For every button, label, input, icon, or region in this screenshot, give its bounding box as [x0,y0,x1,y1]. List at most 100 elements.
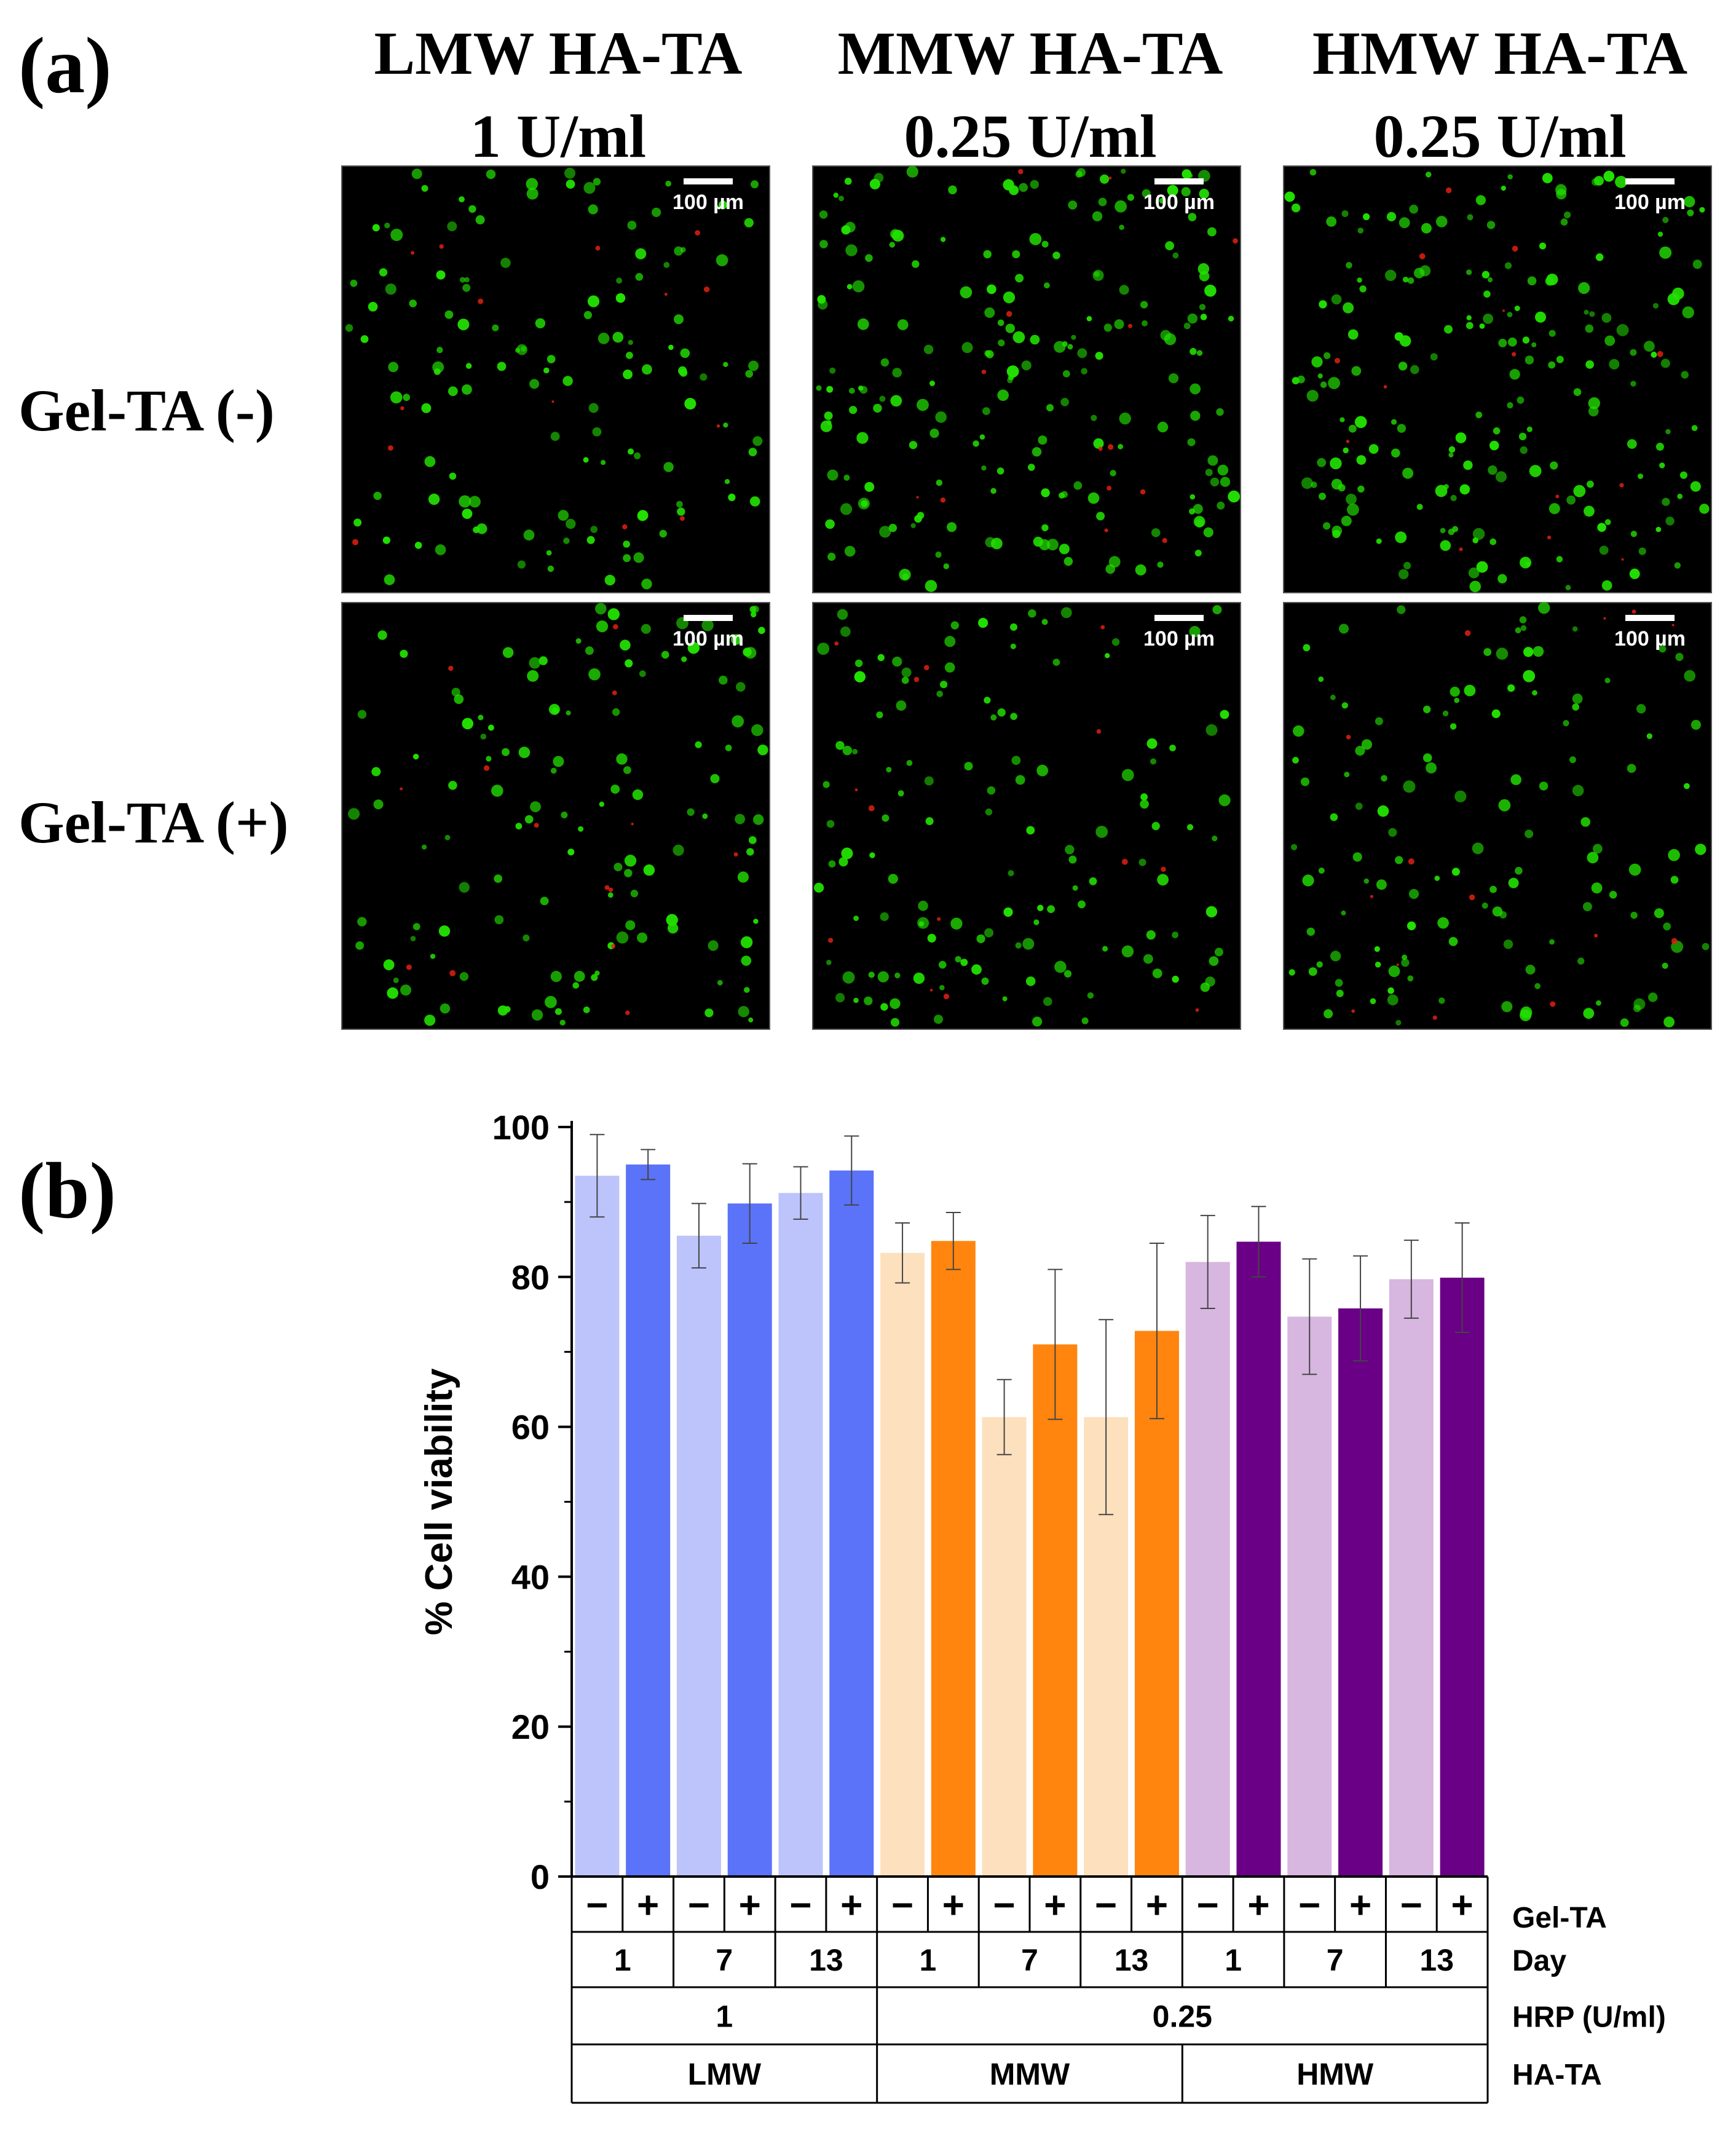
live-cell [373,799,384,810]
column-header-mmw-line2: 0.25 U/ml [904,102,1156,170]
category-label: MMW [990,2057,1070,2092]
category-label: 13 [1419,1943,1454,1977]
error-bar [844,1135,859,1206]
live-cell [823,781,830,788]
live-cell [1652,303,1659,309]
live-cell [486,756,492,762]
live-cell [840,626,851,637]
live-cell [663,462,674,472]
live-cell [1108,556,1121,568]
live-cell [1052,251,1060,259]
live-cell [1592,844,1603,854]
live-cell [1121,168,1126,174]
live-cell [858,386,864,391]
live-cell [1497,574,1507,583]
live-cell [1194,550,1202,556]
live-cell [1583,1008,1595,1019]
live-cell [586,536,595,544]
live-cell [652,207,661,217]
live-cell [1151,528,1161,537]
live-cell [1604,335,1616,346]
live-cell [1152,968,1162,978]
live-cell [387,987,398,999]
live-cell [1482,902,1488,909]
live-cell [1572,785,1584,797]
live-cell [869,852,875,858]
live-cell [1341,702,1348,709]
dead-cell [854,788,858,792]
live-cell [827,552,836,561]
live-cell [886,767,892,773]
live-cell [687,642,700,654]
live-cell [663,262,670,268]
dead-cell [612,690,617,695]
live-cell [616,932,629,944]
live-cell [1205,469,1213,477]
live-cell [1169,745,1176,751]
live-cell [1216,408,1224,416]
error-bar [793,1166,808,1220]
live-cell [596,620,609,633]
live-cell [1189,625,1201,638]
live-cell [1403,780,1416,793]
live-cell [1183,322,1191,330]
live-cell [595,603,607,615]
live-cell [924,776,934,786]
live-cell [1483,290,1491,298]
live-cell [1580,817,1590,827]
live-cell [1217,464,1229,476]
live-cell [414,542,422,549]
live-cell [454,694,464,704]
live-cell [424,456,436,467]
live-cell [744,987,750,993]
live-cell [1387,994,1399,1006]
live-cell [1143,954,1153,964]
live-cell [616,277,622,284]
live-cell [902,573,909,580]
live-cell [436,347,443,354]
live-cell [876,711,883,719]
live-cell [978,617,988,628]
live-cell [744,218,754,227]
live-cell [627,221,637,230]
live-cell [704,1008,714,1018]
live-cell [1331,294,1342,305]
live-cell [997,319,1004,326]
live-cell [547,565,554,572]
live-cell [1659,645,1667,653]
live-cell [1062,370,1070,378]
live-cell [1214,947,1223,957]
live-cell [1549,939,1555,945]
live-cell [1443,484,1449,489]
micrograph-lmw-gel-ta-plus: 100 µm [341,602,770,1030]
live-cell [753,919,759,924]
live-cell [421,403,432,413]
live-cell [1098,197,1107,207]
live-cell [1550,461,1558,470]
live-cell [444,834,451,841]
panel-a-label: (a) [18,22,112,110]
live-cell [1674,562,1681,569]
live-cell [422,844,427,850]
live-cell [1054,960,1067,973]
live-cell [716,254,728,267]
live-cell [725,745,732,751]
live-cell [1599,545,1609,555]
live-cell [1597,523,1606,532]
live-cell [1021,360,1032,371]
dead-cell [1128,323,1132,328]
category-label: 1 [614,1943,631,1977]
live-cell [1397,424,1407,433]
live-cell [1660,358,1670,368]
live-cell [901,676,909,684]
live-cell [684,398,696,410]
live-cell [844,545,856,557]
live-cell [527,670,539,682]
live-cell [844,178,852,185]
dead-cell [484,765,490,771]
live-cell [486,169,496,180]
row-label-gel-ta-plus: Gel-TA (+) [18,789,289,855]
live-cell [1368,444,1379,454]
live-cell [751,724,763,737]
